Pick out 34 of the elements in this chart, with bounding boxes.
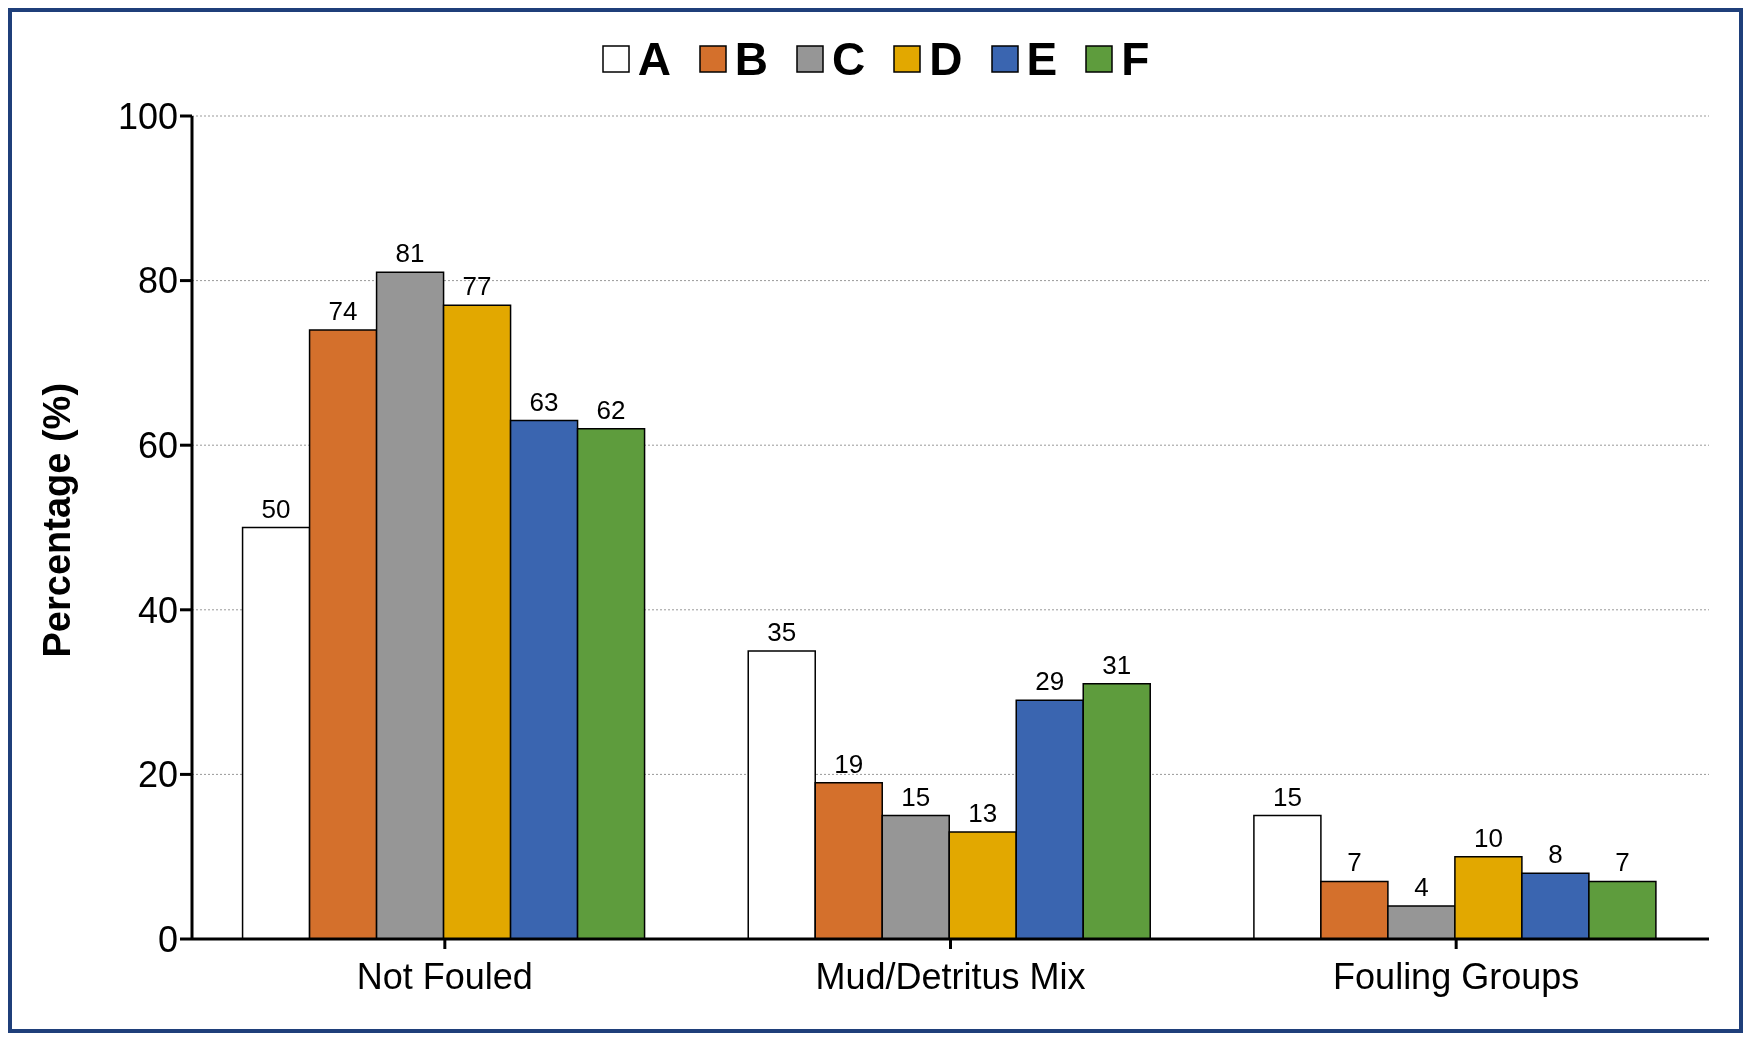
y-tick-label: 40 bbox=[137, 589, 178, 631]
y-tick-label: 20 bbox=[137, 754, 178, 796]
y-axis-title: Percentage (%) bbox=[36, 382, 79, 658]
data-label: 15 bbox=[901, 781, 931, 812]
data-label: 63 bbox=[529, 386, 559, 417]
data-label: 8 bbox=[1548, 839, 1563, 870]
legend-label: E bbox=[1026, 32, 1058, 86]
data-label: 77 bbox=[462, 271, 492, 302]
data-label: 10 bbox=[1473, 822, 1503, 853]
data-label: 62 bbox=[596, 394, 626, 425]
x-tick-label: Mud/Detritus Mix bbox=[815, 955, 1086, 997]
data-label: 81 bbox=[395, 238, 425, 269]
x-tick-label: Not Fouled bbox=[356, 955, 533, 997]
data-label: 29 bbox=[1035, 666, 1065, 697]
legend-label: A bbox=[637, 32, 671, 86]
y-tick-label: 100 bbox=[117, 95, 178, 137]
data-label: 4 bbox=[1414, 872, 1429, 903]
data-label: 35 bbox=[767, 616, 797, 647]
data-label: 74 bbox=[328, 295, 358, 326]
data-label: 15 bbox=[1272, 781, 1302, 812]
data-label: 50 bbox=[261, 493, 291, 524]
data-label: 13 bbox=[968, 798, 998, 829]
legend-label: D bbox=[929, 32, 963, 86]
legend-label: C bbox=[832, 32, 866, 86]
y-tick-label: 0 bbox=[157, 918, 178, 960]
data-label: 31 bbox=[1102, 649, 1132, 680]
data-label: 7 bbox=[1615, 847, 1630, 878]
legend-label: B bbox=[734, 32, 769, 86]
y-tick-label: 60 bbox=[137, 424, 178, 466]
legend-label: F bbox=[1121, 32, 1150, 86]
data-label: 19 bbox=[834, 748, 864, 779]
x-tick-label: Fouling Groups bbox=[1333, 955, 1580, 997]
data-label: 7 bbox=[1347, 847, 1362, 878]
y-tick-label: 80 bbox=[137, 260, 178, 302]
